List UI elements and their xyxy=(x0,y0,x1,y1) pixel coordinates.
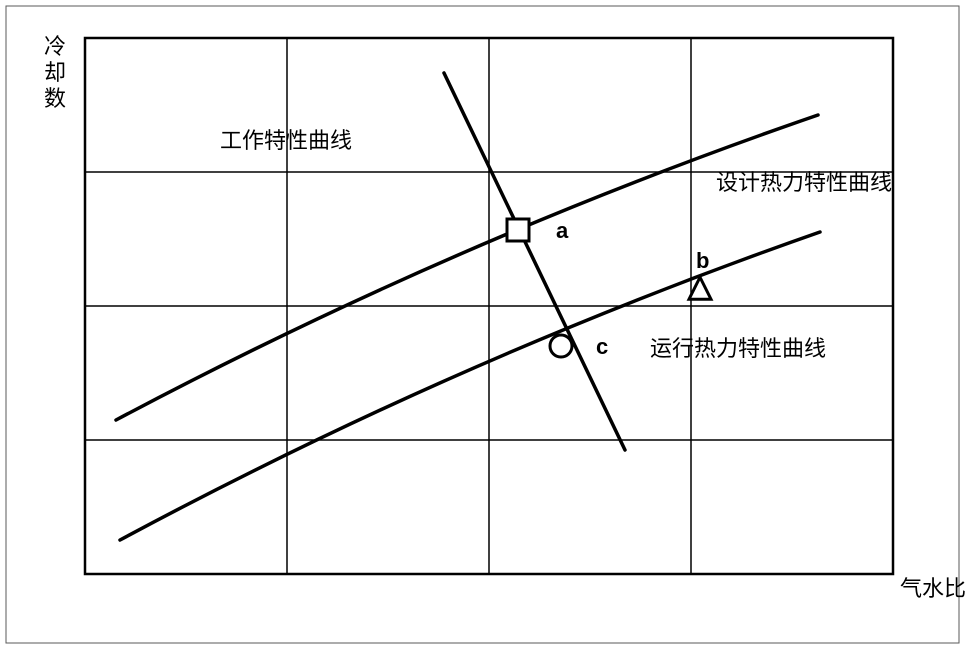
operating-curve-label: 运行热力特性曲线 xyxy=(650,336,826,361)
chart-svg: 工作特性曲线设计热力特性曲线运行热力特性曲线 冷却数气水比 a b c xyxy=(0,0,965,649)
x-axis-label: 气水比 xyxy=(900,576,965,601)
chart-frame: 工作特性曲线设计热力特性曲线运行热力特性曲线 冷却数气水比 a b c xyxy=(0,0,965,649)
design-curve-label: 设计热力特性曲线 xyxy=(716,170,892,195)
point-c-marker xyxy=(550,335,572,357)
point-a-marker xyxy=(507,219,529,241)
point-b-label: b xyxy=(696,248,709,273)
y-axis-label-char: 冷 xyxy=(44,34,66,59)
working-curve-label: 工作特性曲线 xyxy=(220,128,352,153)
point-a-label: a xyxy=(556,218,569,243)
point-c-label: c xyxy=(596,334,608,359)
y-axis-label-char: 却 xyxy=(44,60,66,85)
y-axis-label-char: 数 xyxy=(44,86,66,111)
